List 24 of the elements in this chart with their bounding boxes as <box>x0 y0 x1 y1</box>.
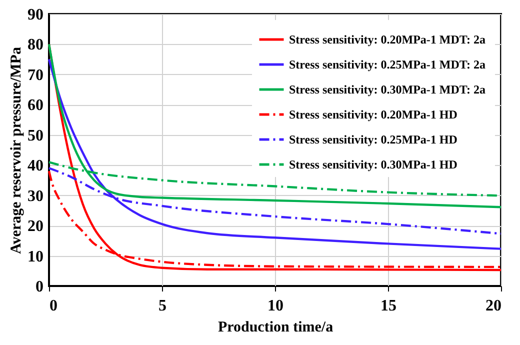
line-series <box>48 58 502 250</box>
y-tick-label: 10 <box>28 248 44 266</box>
x-axis-title: Production time/a <box>218 320 334 336</box>
y-tick-label: 50 <box>28 127 44 144</box>
y-tick-label: 0 <box>36 278 44 296</box>
x-tick-label: 0 <box>50 298 58 314</box>
y-tick-label: 40 <box>28 158 44 175</box>
x-tick-label: 5 <box>158 298 166 314</box>
y-tick-label: 20 <box>28 218 44 236</box>
y-tick-label: 90 <box>28 6 44 24</box>
legend-label: Stress sensitivity: 0.20MPa-1 MDT: 2a <box>289 32 486 46</box>
y-tick-label: 30 <box>28 188 44 205</box>
legend-label: Stress sensitivity: 0.25MPa-1 HD <box>289 132 458 146</box>
y-tick-label: 80 <box>28 36 44 54</box>
x-tick-label: 20 <box>486 298 502 314</box>
legend-label: Stress sensitivity: 0.20MPa-1 HD <box>289 108 458 122</box>
legend-label: Stress sensitivity: 0.30MPa-1 MDT: 2a <box>289 82 486 96</box>
legend-label: Stress sensitivity: 0.25MPa-1 MDT: 2a <box>289 58 486 72</box>
x-tick-label: 15 <box>380 298 396 314</box>
legend-label: Stress sensitivity: 0.30MPa-1 HD <box>289 158 458 172</box>
y-tick-label: 70 <box>28 66 44 84</box>
y-tick-label: 60 <box>28 97 44 114</box>
x-tick-label: 10 <box>268 298 284 314</box>
y-axis-title: Average reservoir pressure/MPa <box>8 46 24 254</box>
